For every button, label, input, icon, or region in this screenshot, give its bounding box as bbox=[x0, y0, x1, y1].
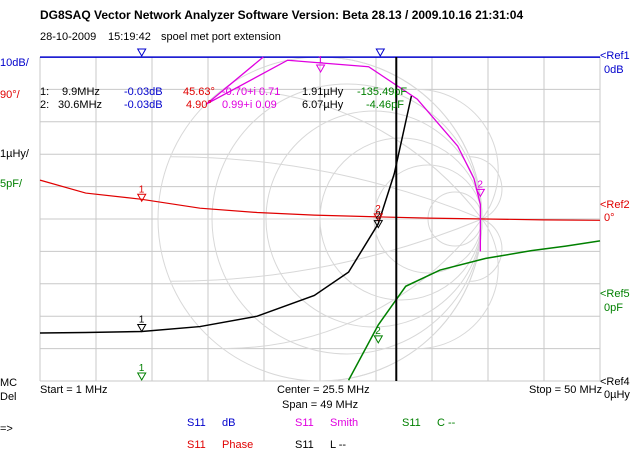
marker-triangle bbox=[475, 188, 486, 198]
smith-reactance-arc bbox=[417, 218, 499, 350]
marker-triangle bbox=[136, 323, 147, 333]
legend-name: C -- bbox=[437, 417, 456, 429]
legend-name: Phase bbox=[222, 439, 254, 451]
series-phase-line bbox=[39, 179, 601, 221]
marker-triangle bbox=[373, 213, 384, 222]
marker-id: 1: bbox=[40, 86, 50, 98]
span-frequency: Span = 49 MHz bbox=[282, 399, 359, 411]
marker-number: 2 bbox=[477, 179, 483, 190]
app-title: DG8SAQ Vector Network Analyzer Software … bbox=[40, 8, 524, 22]
marker-phase: 45.63° bbox=[183, 86, 215, 98]
marker-inductance: 6.07µHy bbox=[302, 99, 344, 111]
smith-reactance-arc bbox=[222, 218, 483, 350]
ref1-value: 0dB bbox=[604, 64, 624, 76]
marker-capacitance: -135.49pF bbox=[357, 86, 408, 98]
ref5-label: <Ref5 bbox=[600, 288, 630, 300]
db-scale-label: 10dB/ bbox=[0, 57, 29, 69]
marker-db: -0.03dB bbox=[124, 86, 163, 98]
marker-number: 1 bbox=[318, 55, 324, 66]
smith-reactance-arc bbox=[222, 88, 483, 220]
del-label: Del bbox=[0, 391, 17, 403]
marker-triangle bbox=[136, 48, 147, 58]
marker-triangle bbox=[373, 220, 384, 229]
stop-frequency: Stop = 50 MHz bbox=[529, 384, 603, 396]
ref4-label: <Ref4 bbox=[600, 376, 630, 388]
inductance-scale-label: 1µHy/ bbox=[0, 148, 29, 160]
marker-number: 2 bbox=[375, 211, 381, 222]
smith-reactance-arc bbox=[170, 156, 483, 220]
ref1-label: <Ref1 bbox=[600, 50, 630, 62]
marker-id: 2: bbox=[40, 99, 50, 111]
marker-capacitance: -4.46pF bbox=[366, 99, 404, 111]
arrow-indicator: => bbox=[0, 423, 13, 435]
marker-phase: 4.90° bbox=[186, 99, 212, 111]
legend-name: dB bbox=[222, 417, 236, 429]
marker-number: 1 bbox=[139, 314, 145, 325]
start-frequency: Start = 1 MHz bbox=[40, 384, 108, 396]
marker-smith: -0.70+i 0.71 bbox=[222, 86, 281, 98]
series-capacitance-line bbox=[347, 240, 601, 381]
time-label: 15:19:42 bbox=[108, 31, 151, 43]
smith-reactance-arc bbox=[417, 88, 499, 220]
ref5-value: 0pF bbox=[604, 302, 623, 314]
legend-name: L -- bbox=[330, 439, 347, 451]
marker-triangle bbox=[136, 372, 147, 382]
smith-reactance-arc bbox=[319, 218, 483, 382]
marker-inductance: 1.91µHy bbox=[302, 86, 344, 98]
legend-param: S11 bbox=[187, 439, 206, 451]
mc-label: MC bbox=[0, 377, 18, 389]
series-inductance-line bbox=[39, 95, 413, 334]
description-label: spoel met port extension bbox=[161, 31, 281, 43]
marker-triangle bbox=[315, 64, 326, 73]
marker-number: 1 bbox=[139, 184, 145, 195]
marker-triangle bbox=[136, 193, 147, 203]
phase-scale-label: 90°/ bbox=[0, 89, 20, 101]
marker-number: 2 bbox=[375, 326, 381, 337]
smith-reactance-arc bbox=[170, 218, 483, 282]
marker-number: 1 bbox=[139, 363, 145, 374]
marker-db: -0.03dB bbox=[124, 99, 163, 111]
ref2-label: <Ref2 bbox=[600, 199, 630, 211]
legend-param: S11 bbox=[295, 439, 314, 451]
legend-name: Smith bbox=[330, 417, 359, 429]
marker-smith: 0.99+i 0.09 bbox=[222, 99, 277, 111]
ref2-value: 0° bbox=[604, 212, 615, 224]
legend-param: S11 bbox=[402, 417, 421, 429]
ref4-value: 0µHy bbox=[604, 389, 630, 401]
marker-freq: 30.6MHz bbox=[58, 99, 103, 111]
legend-param: S11 bbox=[187, 417, 206, 429]
marker-triangle bbox=[375, 48, 386, 58]
smith-reactance-arc bbox=[319, 56, 483, 220]
date-label: 28-10-2009 bbox=[40, 31, 97, 43]
legend-param: S11 bbox=[295, 417, 314, 429]
smith-reactance-arc bbox=[469, 156, 503, 220]
marker-number: 2 bbox=[375, 204, 381, 215]
marker-triangle bbox=[373, 335, 384, 344]
center-frequency: Center = 25.5 MHz bbox=[277, 384, 370, 396]
capacitance-scale-label: 5pF/ bbox=[0, 178, 23, 190]
series-smith-trace bbox=[206, 56, 482, 252]
marker-freq: 9.9MHz bbox=[62, 86, 100, 98]
